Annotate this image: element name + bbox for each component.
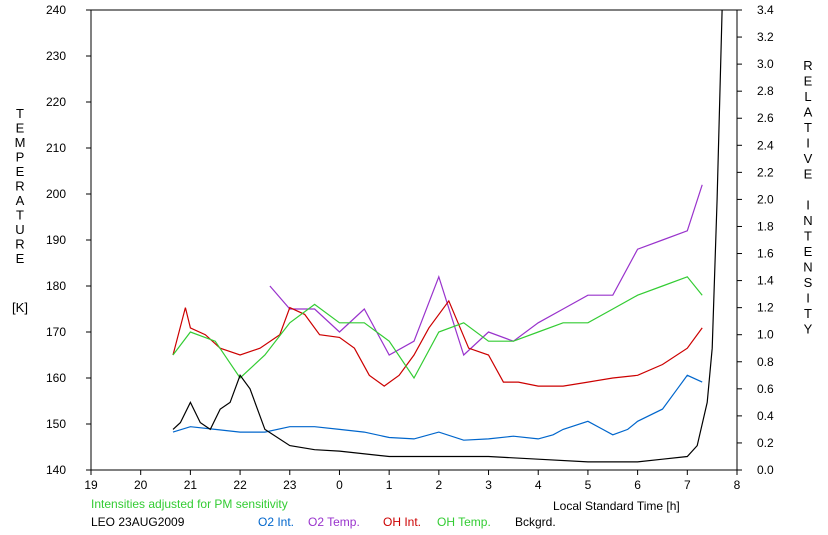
y-right-label-letter: E: [804, 74, 813, 89]
x-tick-label: 2: [436, 478, 443, 492]
y-right-label-letter: V: [804, 151, 813, 166]
y-right-label-letter: E: [804, 167, 813, 182]
y-left-label-letter: E: [16, 251, 25, 266]
legend-o2-int: O2 Int.: [258, 515, 294, 529]
y-right-label-letter: E: [804, 244, 813, 259]
y-right-tick-label: 1.2: [757, 301, 774, 315]
y-left-label-letter: A: [16, 193, 25, 208]
y-right-tick-label: 1.8: [757, 219, 774, 233]
series-bckgrd-line: [172, 9, 723, 463]
y-left-label-letter: U: [15, 222, 24, 237]
y-left-label-letter: E: [16, 164, 25, 179]
y-left-label-letter: T: [16, 106, 24, 121]
y-left-tick-label: 180: [46, 279, 66, 293]
x-axis-ticks: 19 20 21 22 23 0 1 2 3 4 5 6 7 8: [84, 470, 741, 492]
y-right-label-letter: I: [806, 136, 810, 151]
legend: O2 Int. O2 Temp. OH Int. OH Temp. Bckgrd.: [258, 515, 556, 529]
legend-oh-temp: OH Temp.: [437, 515, 491, 529]
y-right-tick-label: 1.0: [757, 328, 774, 342]
y-left-tick-label: 160: [46, 371, 66, 385]
x-tick-label: 23: [283, 478, 297, 492]
y-right-tick-label: 1.6: [757, 247, 774, 261]
y-left-tick-label: 150: [46, 417, 66, 431]
y-right-label-letter: T: [804, 229, 812, 244]
y-left-label-letter: M: [15, 135, 26, 150]
y-left-tick-label: 220: [46, 95, 66, 109]
x-tick-label: 21: [184, 478, 198, 492]
y-right-tick-label: 3.0: [757, 57, 774, 71]
y-right-label-letter: A: [804, 105, 813, 120]
y-right-tick-label: 0.8: [757, 355, 774, 369]
x-tick-label: 20: [134, 478, 148, 492]
x-tick-label: 8: [734, 478, 741, 492]
y-right-tick-label: 2.2: [757, 165, 774, 179]
y-left-label-letter: P: [16, 150, 25, 165]
y-right-label-letter: L: [804, 89, 811, 104]
x-tick-label: 22: [233, 478, 247, 492]
y-left-tick-label: 190: [46, 233, 66, 247]
y-right-tick-label: 0.6: [757, 382, 774, 396]
x-tick-label: 5: [585, 478, 592, 492]
legend-oh-int: OH Int.: [383, 515, 421, 529]
y-left-label-letter: R: [15, 179, 24, 194]
y-left-tick-label: 170: [46, 325, 66, 339]
y-left-tick-label: 210: [46, 141, 66, 155]
x-tick-label: 7: [684, 478, 691, 492]
y-left-axis-ticks: 140 150 160 170 180 190 200 210 220 230 240: [46, 3, 91, 477]
y-right-label-letter: S: [804, 275, 813, 290]
sensitivity-note: Intensities adjusted for PM sensitivity: [91, 497, 288, 511]
y-right-label-letter: N: [803, 213, 812, 228]
y-right-tick-label: 3.4: [757, 3, 774, 17]
y-left-tick-label: 140: [46, 463, 66, 477]
y-right-label-letter: T: [804, 306, 812, 321]
series-oh-temp-line: [172, 276, 703, 380]
y-left-tick-label: 200: [46, 187, 66, 201]
y-left-tick-label: 240: [46, 3, 66, 17]
y-right-tick-label: 0.0: [757, 463, 774, 477]
series-layer: [172, 9, 723, 463]
y-left-label-letter: T: [16, 208, 24, 223]
x-tick-label: 4: [535, 478, 542, 492]
y-right-axis-ticks: 0.0 0.2 0.4 0.6 0.8 1.0 1.2 1.4 1.6 1.8 2.0 2.2 2.4 2…: [737, 3, 774, 477]
station-label: LEO 23AUG2009: [91, 515, 185, 529]
y-left-label-letter: E: [16, 121, 25, 136]
y-right-label-letter: T: [804, 120, 812, 135]
y-left-unit: [K]: [12, 300, 28, 315]
x-tick-label: 0: [336, 478, 343, 492]
series-o2-int-line: [172, 374, 703, 441]
y-right-tick-label: 2.6: [757, 111, 774, 125]
x-tick-label: 3: [485, 478, 492, 492]
x-tick-label: 6: [634, 478, 641, 492]
y-left-label-letter: R: [15, 237, 24, 252]
legend-o2-temp: O2 Temp.: [308, 515, 360, 529]
y-right-label-letter: Y: [804, 322, 813, 337]
x-tick-label: 1: [386, 478, 393, 492]
y-right-tick-label: 0.2: [757, 436, 774, 450]
y-right-tick-label: 2.4: [757, 138, 774, 152]
y-right-tick-label: 0.4: [757, 409, 774, 423]
y-right-tick-label: 3.2: [757, 30, 774, 44]
y-right-label-letter: I: [806, 291, 810, 306]
y-right-label-letter: R: [803, 58, 812, 73]
legend-bckgrd: Bckgrd.: [515, 515, 556, 529]
y-right-tick-label: 2.8: [757, 84, 774, 98]
y-right-tick-label: 2.0: [757, 192, 774, 206]
y-left-tick-label: 230: [46, 49, 66, 63]
series-oh-int-line: [172, 299, 703, 387]
plot-frame: [90, 9, 738, 471]
x-axis-label: Local Standard Time [h]: [553, 499, 680, 513]
x-tick-label: 19: [84, 478, 98, 492]
series-o2-temp-line: [269, 184, 703, 357]
y-right-label-letter: I: [806, 198, 810, 213]
y-right-tick-label: 1.4: [757, 274, 774, 288]
y-right-label-letter: N: [803, 260, 812, 275]
